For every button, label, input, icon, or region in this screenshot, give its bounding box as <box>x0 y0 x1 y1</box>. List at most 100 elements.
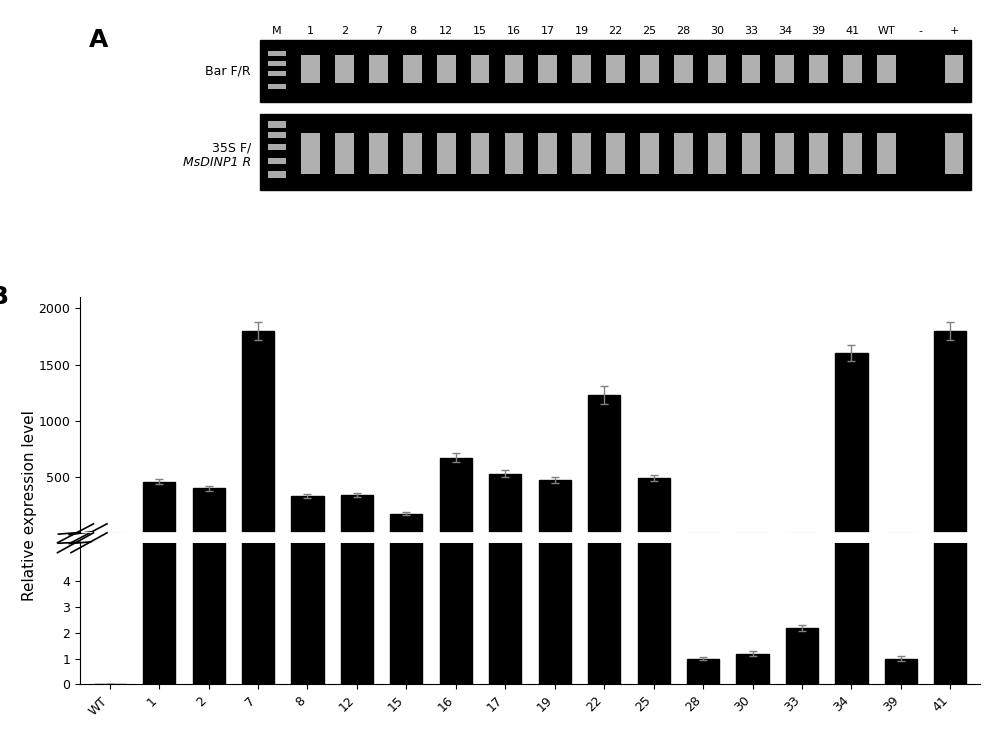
Bar <box>786 628 818 684</box>
FancyBboxPatch shape <box>260 114 971 190</box>
FancyBboxPatch shape <box>606 133 625 175</box>
Text: MsDINP1 R: MsDINP1 R <box>183 155 251 169</box>
Bar <box>192 488 225 533</box>
FancyBboxPatch shape <box>674 133 693 175</box>
Bar <box>835 0 868 684</box>
Text: 35S F/: 35S F/ <box>212 142 251 155</box>
FancyBboxPatch shape <box>742 133 760 175</box>
FancyBboxPatch shape <box>335 133 354 175</box>
FancyBboxPatch shape <box>877 133 896 175</box>
Text: 33: 33 <box>744 26 758 36</box>
FancyBboxPatch shape <box>945 55 963 83</box>
Text: M: M <box>272 26 282 36</box>
Text: +: + <box>949 26 959 36</box>
Text: WT: WT <box>877 26 895 36</box>
Bar <box>341 495 373 533</box>
Bar <box>489 0 521 684</box>
FancyBboxPatch shape <box>572 133 591 175</box>
Bar <box>390 0 422 684</box>
Text: 15: 15 <box>473 26 487 36</box>
FancyBboxPatch shape <box>268 51 286 56</box>
FancyBboxPatch shape <box>742 55 760 83</box>
FancyBboxPatch shape <box>268 158 286 164</box>
FancyBboxPatch shape <box>640 55 659 83</box>
FancyBboxPatch shape <box>809 55 828 83</box>
Bar <box>291 496 324 533</box>
Text: 41: 41 <box>845 26 860 36</box>
FancyBboxPatch shape <box>471 133 489 175</box>
Bar <box>539 0 571 684</box>
Bar <box>588 396 620 533</box>
FancyBboxPatch shape <box>301 55 320 83</box>
FancyBboxPatch shape <box>268 83 286 89</box>
Bar <box>588 0 620 684</box>
FancyBboxPatch shape <box>606 55 625 83</box>
Text: 30: 30 <box>710 26 724 36</box>
Bar <box>242 0 274 684</box>
FancyBboxPatch shape <box>505 55 523 83</box>
Text: 34: 34 <box>778 26 792 36</box>
Bar <box>638 0 670 684</box>
Text: 7: 7 <box>375 26 382 36</box>
Text: B: B <box>0 285 9 310</box>
Text: 8: 8 <box>409 26 416 36</box>
FancyBboxPatch shape <box>403 133 422 175</box>
FancyBboxPatch shape <box>877 55 896 83</box>
Bar <box>687 658 719 684</box>
Text: 12: 12 <box>439 26 453 36</box>
Bar <box>736 653 769 684</box>
Text: -: - <box>918 26 922 36</box>
Text: 2: 2 <box>341 26 348 36</box>
FancyBboxPatch shape <box>945 133 963 175</box>
FancyBboxPatch shape <box>809 133 828 175</box>
Text: 16: 16 <box>507 26 521 36</box>
Bar <box>835 353 868 533</box>
Bar <box>638 478 670 533</box>
FancyBboxPatch shape <box>403 55 422 83</box>
FancyBboxPatch shape <box>843 133 862 175</box>
FancyBboxPatch shape <box>268 144 286 150</box>
FancyBboxPatch shape <box>708 133 726 175</box>
Bar <box>934 0 966 684</box>
FancyBboxPatch shape <box>437 133 456 175</box>
Text: A: A <box>89 28 108 51</box>
Text: Bar F/R: Bar F/R <box>205 64 251 77</box>
FancyBboxPatch shape <box>538 55 557 83</box>
Text: 28: 28 <box>676 26 690 36</box>
FancyBboxPatch shape <box>268 121 286 128</box>
FancyBboxPatch shape <box>843 55 862 83</box>
FancyBboxPatch shape <box>572 55 591 83</box>
Bar <box>539 480 571 533</box>
FancyBboxPatch shape <box>640 133 659 175</box>
Bar <box>885 658 917 684</box>
FancyBboxPatch shape <box>268 71 286 77</box>
Bar <box>341 0 373 684</box>
FancyBboxPatch shape <box>268 61 286 66</box>
FancyBboxPatch shape <box>775 133 794 175</box>
Bar <box>143 481 175 533</box>
FancyBboxPatch shape <box>369 133 388 175</box>
FancyBboxPatch shape <box>369 55 388 83</box>
FancyBboxPatch shape <box>471 55 489 83</box>
FancyBboxPatch shape <box>268 132 286 138</box>
Text: Relative expression level: Relative expression level <box>22 411 38 601</box>
Text: 22: 22 <box>608 26 623 36</box>
Bar <box>291 0 324 684</box>
Bar <box>192 0 225 684</box>
Bar <box>242 331 274 533</box>
Bar <box>390 513 422 533</box>
FancyBboxPatch shape <box>301 133 320 175</box>
Text: 19: 19 <box>575 26 589 36</box>
Bar <box>440 0 472 684</box>
FancyBboxPatch shape <box>437 55 456 83</box>
Text: 39: 39 <box>812 26 826 36</box>
Bar <box>440 458 472 533</box>
FancyBboxPatch shape <box>775 55 794 83</box>
FancyBboxPatch shape <box>674 55 693 83</box>
Bar <box>934 331 966 533</box>
FancyBboxPatch shape <box>268 171 286 178</box>
FancyBboxPatch shape <box>538 133 557 175</box>
FancyBboxPatch shape <box>505 133 523 175</box>
Text: 1: 1 <box>307 26 314 36</box>
Text: 25: 25 <box>642 26 656 36</box>
